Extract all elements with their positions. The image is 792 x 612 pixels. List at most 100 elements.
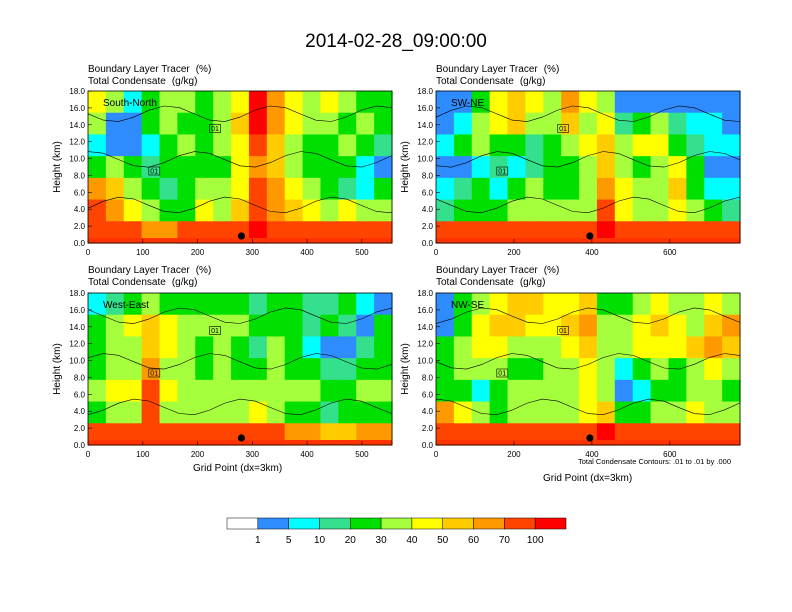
y-tick-label: 2.0 bbox=[74, 222, 86, 231]
header-line2: Total Condensate bbox=[88, 76, 166, 87]
heatmap-cell bbox=[88, 91, 107, 114]
heatmap-cell bbox=[650, 199, 670, 222]
heatmap-cell bbox=[266, 112, 286, 136]
y-tick-label: 10.0 bbox=[417, 155, 433, 164]
x-tick-label: 300 bbox=[246, 248, 260, 257]
contour-label-box bbox=[148, 368, 161, 378]
heatmap-cell bbox=[668, 293, 687, 316]
heatmap-cell bbox=[302, 156, 322, 179]
heatmap-cell bbox=[489, 401, 509, 424]
y-tick-label: 6.0 bbox=[422, 188, 434, 197]
heatmap-cell bbox=[561, 293, 580, 316]
heatmap-cell bbox=[561, 177, 580, 201]
x-tick-label: 200 bbox=[507, 450, 521, 459]
heatmap-cell bbox=[453, 177, 473, 201]
y-axis-title: Height (km) bbox=[52, 343, 63, 395]
colorbar-label: 100 bbox=[527, 535, 544, 546]
heatmap-cell bbox=[231, 314, 250, 338]
heatmap-cell bbox=[105, 314, 125, 338]
heatmap-cell bbox=[105, 379, 125, 403]
header-line1-unit: (%) bbox=[195, 64, 212, 75]
heatmap-cell bbox=[266, 401, 286, 424]
heatmap-cell bbox=[338, 134, 357, 157]
heatmap-cell bbox=[507, 314, 527, 338]
y-tick-label: 10.0 bbox=[417, 357, 433, 366]
heatmap-cell bbox=[320, 112, 339, 136]
heatmap-cell bbox=[105, 156, 125, 179]
heatmap-cell bbox=[105, 293, 125, 316]
heatmap-cell bbox=[159, 112, 179, 136]
colorbar-label: 5 bbox=[286, 535, 292, 546]
heatmap-cell bbox=[668, 112, 687, 136]
heatmap-cell bbox=[722, 91, 741, 114]
heatmap-cell bbox=[284, 358, 304, 381]
heatmap-cell bbox=[374, 112, 393, 136]
heatmap-cell bbox=[159, 358, 179, 381]
heatmap-cell bbox=[561, 358, 580, 381]
heatmap-cell bbox=[471, 336, 491, 359]
heatmap-cell bbox=[105, 199, 125, 222]
heatmap-cell bbox=[596, 314, 616, 338]
heatmap-cell bbox=[436, 112, 455, 136]
heatmap-cell bbox=[302, 177, 322, 201]
heatmap-cell bbox=[632, 293, 652, 316]
heatmap-cell bbox=[686, 134, 705, 157]
heatmap-cell bbox=[543, 314, 562, 338]
heatmap-cell bbox=[374, 293, 393, 316]
heatmap-cell bbox=[579, 293, 598, 316]
heatmap-cell bbox=[320, 293, 339, 316]
heatmap-cell bbox=[436, 293, 455, 316]
heatmap-cell bbox=[525, 358, 544, 381]
heatmap-cell bbox=[471, 199, 491, 222]
colorbar-swatch bbox=[226, 517, 259, 530]
heatmap-cell bbox=[284, 199, 304, 222]
header-line2-unit: (g/kg) bbox=[519, 76, 546, 87]
heatmap-cell bbox=[525, 401, 544, 424]
heatmap-cell bbox=[722, 177, 741, 201]
condensate-contour bbox=[435, 398, 741, 416]
heatmap-cell bbox=[302, 293, 322, 316]
colorbar-label: 30 bbox=[376, 535, 388, 546]
heatmap-cell bbox=[471, 134, 491, 157]
heatmap-cell bbox=[374, 134, 393, 157]
contour-label: 01 bbox=[498, 371, 506, 378]
heatmap-cell bbox=[231, 91, 250, 114]
heatmap-cell bbox=[195, 156, 214, 179]
heatmap-cell bbox=[525, 177, 544, 201]
heatmap-cell bbox=[123, 314, 143, 338]
condensate-contour bbox=[87, 105, 393, 122]
contour-label-box bbox=[496, 368, 509, 378]
heatmap-cell bbox=[686, 199, 705, 222]
heatmap-cell bbox=[374, 91, 393, 114]
heatmap-cell bbox=[453, 199, 473, 222]
heatmap-cell bbox=[471, 314, 491, 338]
heatmap-cell bbox=[650, 401, 670, 424]
heatmap-cell bbox=[722, 112, 741, 136]
heatmap-cell bbox=[248, 177, 268, 201]
heatmap-cell bbox=[668, 379, 687, 403]
heatmap-cell bbox=[213, 112, 232, 136]
header-line1: Boundary Layer Tracer bbox=[88, 265, 190, 276]
heatmap-cell bbox=[668, 156, 687, 179]
colorbar-label: 40 bbox=[406, 535, 418, 546]
panel-1-plot: 01 01 South-North 0.0 2.0 4.0 6.0 8.0 10.0 12.0 14… bbox=[52, 87, 393, 257]
heatmap-cell bbox=[159, 156, 179, 179]
location-marker bbox=[237, 434, 245, 442]
heatmap-cell bbox=[650, 156, 670, 179]
heatmap-cell bbox=[525, 199, 544, 222]
x-tick-label: 600 bbox=[663, 248, 677, 257]
contour-label: 01 bbox=[211, 328, 219, 335]
condensate-contour bbox=[87, 398, 393, 416]
heatmap-cell bbox=[338, 336, 357, 359]
heatmap-cell bbox=[266, 91, 286, 114]
heatmap-cell bbox=[632, 199, 652, 222]
heatmap-cell bbox=[177, 401, 196, 424]
heatmap-cell bbox=[105, 112, 125, 136]
colorbar-label: 50 bbox=[437, 535, 449, 546]
y-axis-title: Height (km) bbox=[52, 141, 63, 193]
heatmap-cell bbox=[123, 199, 143, 222]
heatmap-cell bbox=[248, 314, 268, 338]
heatmap-cell bbox=[248, 401, 268, 424]
panel-label: South-North bbox=[103, 98, 157, 109]
heatmap-cell bbox=[356, 379, 375, 403]
